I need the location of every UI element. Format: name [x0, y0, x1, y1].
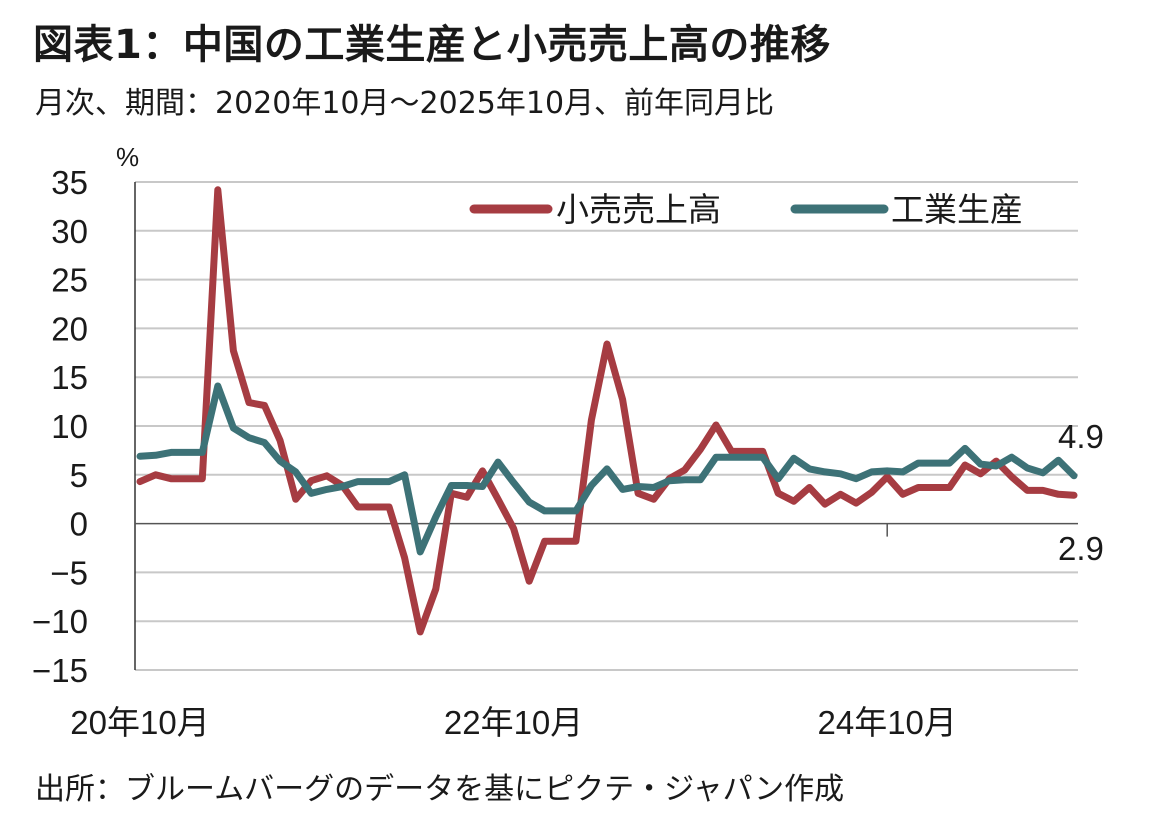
y-tick-label: 10 — [51, 408, 88, 445]
industrial-production-end-label: 4.9 — [1058, 418, 1104, 455]
y-tick-label: −10 — [32, 603, 88, 640]
retail-sales-line — [136, 186, 1078, 636]
end-value-labels: 4.9 2.9 — [1058, 418, 1104, 567]
y-tick-label: 25 — [51, 262, 88, 299]
legend: 小売売上高 工業生産 — [469, 190, 1023, 229]
y-axis-unit-label: % — [116, 142, 139, 172]
y-tick-label: 30 — [51, 213, 88, 250]
legend-label: 工業生産 — [891, 190, 1023, 229]
legend-label: 小売売上高 — [556, 190, 721, 229]
industrial-production-line — [136, 382, 1078, 556]
gridlines — [135, 181, 1078, 671]
y-tick-label: −15 — [32, 652, 88, 689]
x-tick-label: 24年10月 — [817, 704, 956, 741]
y-tick-label: 15 — [51, 359, 88, 396]
y-tick-label: 5 — [70, 457, 88, 494]
source-note: 出所：ブルームバーグのデータを基にピクテ・ジャパン作成 — [35, 772, 845, 807]
y-tick-label: 20 — [51, 310, 88, 347]
x-tick-label: 20年10月 — [70, 704, 209, 741]
chart-subtitle: 月次、期間：2020年10月～2025年10月、前年同月比 — [35, 86, 775, 121]
y-tick-label: −5 — [50, 554, 88, 591]
retail-sales-end-label: 2.9 — [1058, 530, 1104, 567]
y-axis-ticks: 35 30 25 20 15 10 5 0 −5 −10 −15 — [32, 164, 88, 689]
chart-title: 図表1：中国の工業生産と小売売上高の推移 — [33, 22, 831, 68]
x-axis-ticks: 20年10月 22年10月 24年10月 — [70, 523, 957, 741]
x-tick-label: 22年10月 — [444, 704, 583, 741]
y-tick-label: 35 — [51, 164, 88, 201]
y-tick-label: 0 — [70, 506, 88, 543]
series-lines — [136, 186, 1078, 636]
